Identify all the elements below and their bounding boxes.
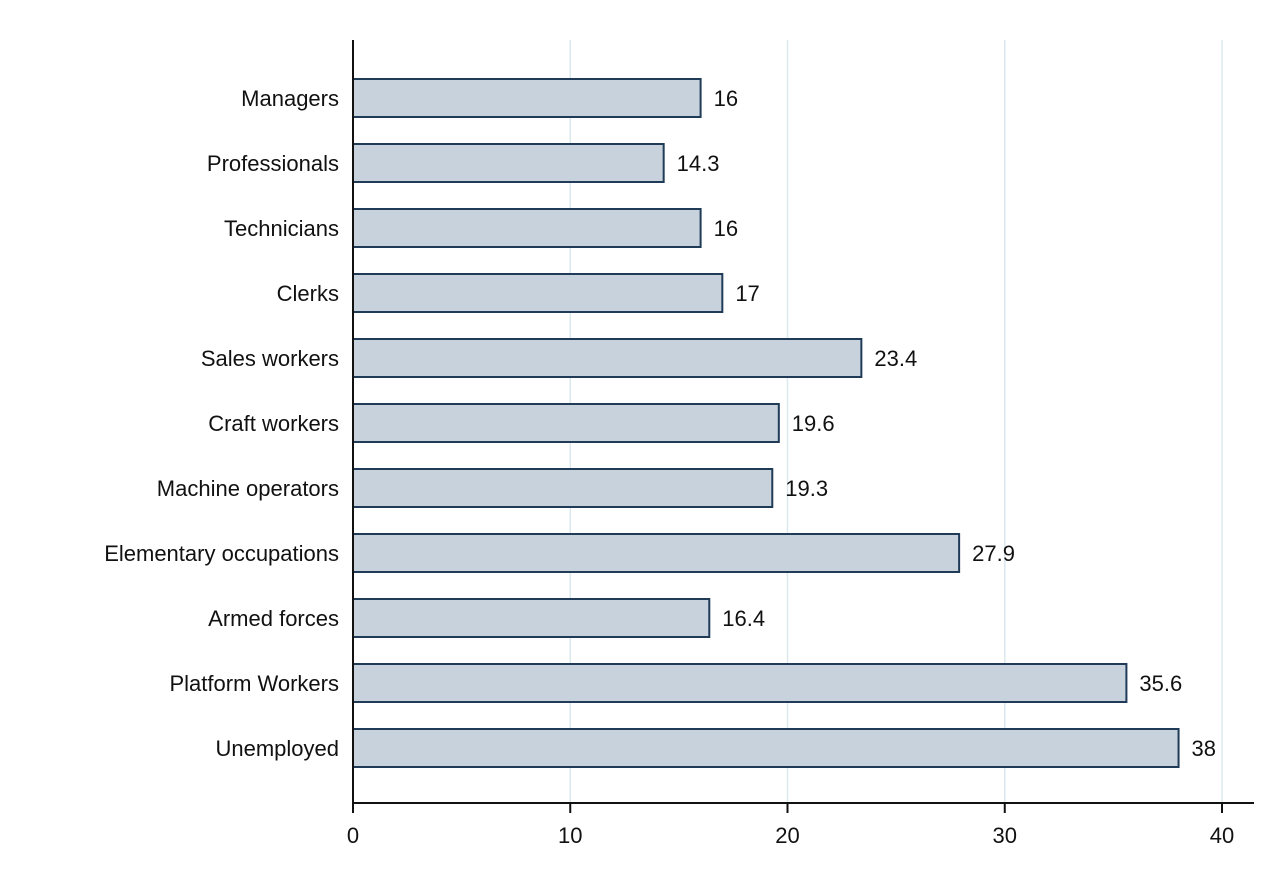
category-label-professionals: Professionals xyxy=(207,151,339,176)
category-label-technicians: Technicians xyxy=(224,216,339,241)
bar-unemployed xyxy=(352,728,1180,768)
value-label-clerks: 17 xyxy=(735,281,759,306)
bar-elementary-occupations xyxy=(352,533,961,573)
value-label-unemployed: 38 xyxy=(1192,736,1216,761)
x-tick-label-0: 0 xyxy=(347,823,359,848)
x-tick-label-30: 30 xyxy=(993,823,1017,848)
x-tick-label-10: 10 xyxy=(558,823,582,848)
value-label-armed-forces: 16.4 xyxy=(722,606,765,631)
value-label-elementary-occupations: 27.9 xyxy=(972,541,1015,566)
bar-machine-operators xyxy=(352,468,774,508)
category-label-platform-workers: Platform Workers xyxy=(169,671,339,696)
bar-technicians xyxy=(352,208,702,248)
bar-craft-workers xyxy=(352,403,780,443)
x-tick-label-40: 40 xyxy=(1210,823,1234,848)
category-label-craft-workers: Craft workers xyxy=(208,411,339,436)
value-label-sales-workers: 23.4 xyxy=(874,346,917,371)
bar-managers xyxy=(352,78,702,118)
x-tick-label-20: 20 xyxy=(775,823,799,848)
bar-professionals xyxy=(352,143,665,183)
value-label-machine-operators: 19.3 xyxy=(785,476,828,501)
category-label-elementary-occupations: Elementary occupations xyxy=(104,541,339,566)
category-label-managers: Managers xyxy=(241,86,339,111)
value-label-professionals: 14.3 xyxy=(677,151,720,176)
category-label-machine-operators: Machine operators xyxy=(157,476,339,501)
labels: Managers 16 Professionals 14.3 Technicians 16… xyxy=(104,86,1216,761)
bar-armed-forces xyxy=(352,598,711,638)
category-label-unemployed: Unemployed xyxy=(215,736,339,761)
bar-platform-workers xyxy=(352,663,1128,703)
category-label-clerks: Clerks xyxy=(277,281,339,306)
value-label-technicians: 16 xyxy=(714,216,738,241)
bar-sales-workers xyxy=(352,338,863,378)
value-label-craft-workers: 19.6 xyxy=(792,411,835,436)
bar-clerks xyxy=(352,273,724,313)
value-label-managers: 16 xyxy=(714,86,738,111)
value-label-platform-workers: 35.6 xyxy=(1139,671,1182,696)
category-label-armed-forces: Armed forces xyxy=(208,606,339,631)
bars xyxy=(352,78,1180,768)
category-label-sales-workers: Sales workers xyxy=(201,346,339,371)
axes: 0 10 20 30 40 xyxy=(347,40,1254,848)
